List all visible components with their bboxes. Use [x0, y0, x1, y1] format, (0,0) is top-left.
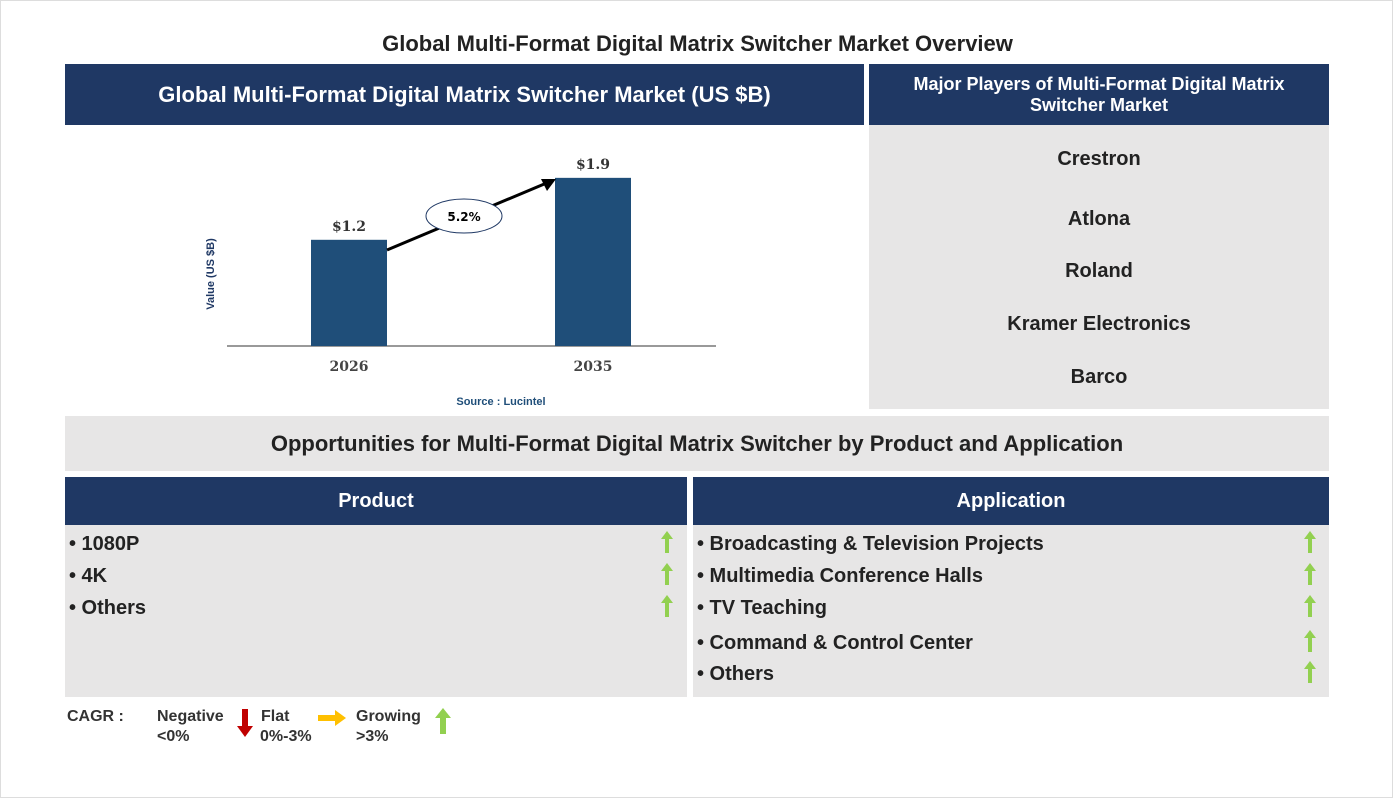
legend-cagr: CAGR : [67, 708, 124, 725]
legend-flat-range: 0%-3% [260, 728, 312, 745]
up-arrow-icon [661, 563, 673, 590]
opportunities-header: Opportunities for Multi-Format Digital M… [65, 416, 1329, 471]
data-label: $1.2 [332, 219, 366, 235]
player-item: Roland [1065, 260, 1133, 282]
legend-flat: Flat [261, 708, 290, 725]
product-item: • 4K [69, 565, 108, 587]
up-arrow-icon [435, 708, 451, 734]
up-arrow-icon [1304, 563, 1316, 590]
application-item: • Broadcasting & Television Projects [697, 533, 1044, 555]
product-panel [65, 525, 687, 697]
data-label: $1.9 [576, 157, 610, 173]
product-item: • 1080P [69, 533, 140, 555]
application-item: • TV Teaching [697, 597, 827, 619]
player-item: Crestron [1057, 148, 1141, 170]
application-item: • Command & Control Center [697, 632, 973, 654]
cagr-arrow-head [541, 179, 556, 191]
up-arrow-icon [1304, 595, 1316, 622]
players-panel [869, 125, 1329, 409]
player-item: Kramer Electronics [1007, 313, 1191, 335]
bar-2035 [555, 177, 631, 346]
y-axis-label: Value (US $B) [205, 238, 217, 310]
player-item: Barco [1070, 366, 1128, 388]
bar-2026 [311, 239, 387, 346]
application-item: • Multimedia Conference Halls [697, 565, 983, 587]
bar-chart: Value (US $B) $1.2 2026 $1.9 2035 5.2% Sour… [205, 157, 716, 408]
page-title: Global Multi-Format Digital Matrix Switc… [382, 31, 1013, 56]
legend-growing: Growing [356, 708, 421, 725]
application-panel [693, 525, 1329, 697]
chart-header: Global Multi-Format Digital Matrix Switc… [65, 64, 864, 125]
cagr-label: 5.2% [447, 210, 480, 224]
players-header: Major Players of Multi-Format Digital Ma… [869, 64, 1329, 125]
down-arrow-icon [237, 709, 253, 737]
up-arrow-icon [1304, 630, 1316, 657]
application-header: Application [693, 477, 1329, 525]
player-item: Atlona [1067, 208, 1131, 230]
product-header: Product [65, 477, 687, 525]
application-item: • Others [697, 663, 775, 685]
up-arrow-icon [1304, 661, 1316, 688]
product-item: • Others [69, 597, 147, 619]
legend-growing-range: >3% [356, 728, 389, 745]
up-arrow-icon [661, 531, 673, 558]
x-tick-label: 2026 [330, 359, 369, 375]
up-arrow-icon [661, 595, 673, 622]
up-arrow-icon [1304, 531, 1316, 558]
cagr-ellipse [425, 198, 503, 234]
x-tick-label: 2035 [574, 359, 613, 375]
right-arrow-icon [318, 710, 346, 726]
source-label: Source : Lucintel [456, 396, 545, 408]
legend-negative: Negative [157, 708, 224, 725]
legend-negative-range: <0% [157, 728, 190, 745]
